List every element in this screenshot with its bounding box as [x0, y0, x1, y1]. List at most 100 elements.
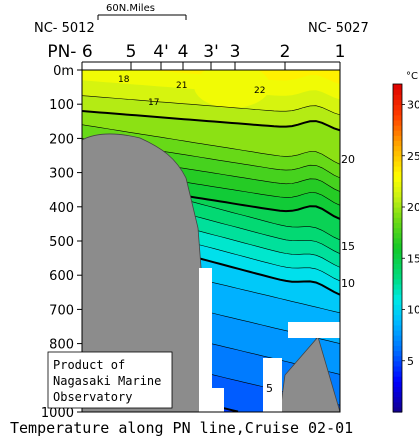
y-tick-label-0: 0m — [53, 64, 74, 79]
contour-label-22: 22 — [254, 86, 265, 96]
colorbar-step-28 — [393, 263, 402, 270]
contour-label-15: 15 — [341, 240, 355, 253]
colorbar-step-20 — [393, 304, 402, 311]
isotherm-21 — [82, 95, 340, 116]
y-tick-label-1000: 1000 — [41, 406, 74, 421]
colorbar-step-42 — [393, 191, 402, 198]
colorbar-step-59 — [393, 104, 402, 111]
colorbar-step-52 — [393, 140, 402, 147]
colorbar-step-3 — [393, 391, 402, 398]
contour-label-10: 10 — [341, 277, 355, 290]
colorbar-step-35 — [393, 227, 402, 234]
colorbar-step-6 — [393, 376, 402, 382]
colorbar-step-57 — [393, 114, 402, 121]
colorbar-step-27 — [393, 268, 402, 275]
colorbar-step-47 — [393, 166, 402, 172]
credit-line-1: Product of — [53, 358, 125, 372]
colorbar-label-5: 5 — [407, 355, 414, 368]
no-data-gap-4 — [288, 322, 340, 338]
colorbar-step-36 — [393, 222, 402, 229]
colorbar-step-44 — [393, 181, 402, 188]
station-label-1: 5 — [126, 42, 137, 62]
colorbar-step-62 — [393, 89, 402, 95]
colorbar-label-10: 10 — [407, 304, 419, 317]
station-label-6: 2 — [280, 42, 291, 62]
colorbar-step-39 — [393, 207, 402, 213]
colorbar-step-11 — [393, 350, 402, 357]
colorbar-step-4 — [393, 386, 402, 393]
colorbar-step-54 — [393, 130, 402, 136]
y-tick-label-100: 100 — [49, 98, 74, 113]
shelf-slope — [82, 133, 213, 412]
colorbar-step-23 — [393, 289, 402, 295]
colorbar-step-48 — [393, 160, 402, 167]
credit-box: Product of Nagasaki Marine Observatory — [47, 351, 173, 409]
no-data-regions — [199, 268, 340, 412]
isotherm-19 — [82, 124, 340, 165]
colorbar-step-25 — [393, 278, 402, 285]
station-label-7: 1 — [335, 42, 346, 62]
no-data-gap-1 — [199, 268, 212, 412]
colorbar-step-32 — [393, 242, 402, 249]
colorbar-step-41 — [393, 196, 402, 203]
colorbar-step-12 — [393, 345, 402, 352]
colorbar-step-49 — [393, 155, 402, 162]
colorbar-step-55 — [393, 125, 402, 131]
station-label-5: 3 — [230, 42, 241, 62]
colorbar-step-40 — [393, 201, 402, 208]
y-tick-label-700: 700 — [49, 303, 74, 318]
contour-label-5: 5 — [266, 382, 273, 395]
colorbar-step-61 — [393, 94, 402, 100]
colorbar-step-37 — [393, 217, 402, 223]
colorbar-step-26 — [393, 273, 402, 280]
scale-bar: 60N.Miles — [97, 3, 187, 20]
colorbar-step-60 — [393, 99, 402, 106]
contour-label-21: 21 — [176, 81, 187, 91]
contour-label-20: 20 — [341, 153, 355, 166]
colorbar-step-13 — [393, 340, 402, 346]
colorbar-step-38 — [393, 212, 402, 218]
colorbar-step-22 — [393, 294, 402, 300]
colorbar-step-33 — [393, 237, 402, 244]
colorbar-label-30: 30 — [407, 99, 419, 112]
colorbar-step-46 — [393, 171, 402, 177]
colorbar-step-53 — [393, 135, 402, 141]
colorbar-step-14 — [393, 335, 402, 341]
credit-line-2: Nagasaki Marine — [53, 374, 161, 388]
y-tick-label-400: 400 — [49, 201, 74, 216]
colorbar-step-21 — [393, 299, 402, 305]
colorbar-step-5 — [393, 381, 402, 387]
seafloor-topography — [82, 133, 340, 412]
colorbar-step-8 — [393, 365, 402, 372]
colorbar-step-18 — [393, 314, 402, 321]
colorbar: 5 10 15 20 25 30 — [392, 83, 419, 413]
colorbar-step-34 — [393, 232, 402, 239]
colorbar-step-9 — [393, 360, 402, 367]
colorbar-unit: °C — [406, 71, 418, 82]
colorbar-step-31 — [393, 248, 402, 254]
station-axis: PN- 6 5 4' 4 3' 3 2 1 — [47, 42, 345, 70]
colorbar-step-30 — [393, 253, 402, 259]
station-id-left: NC- 5012 — [34, 21, 95, 36]
colorbar-step-58 — [393, 109, 402, 116]
temp-band-23 — [82, 70, 340, 85]
colorbar-step-16 — [393, 324, 402, 331]
station-label-3: 4 — [178, 42, 189, 62]
contour-label-17: 17 — [148, 98, 159, 108]
y-tick-label-200: 200 — [49, 132, 74, 147]
y-tick-label-800: 800 — [49, 338, 74, 353]
colorbar-step-45 — [393, 176, 402, 182]
y-tick-label-500: 500 — [49, 235, 74, 250]
colorbar-step-56 — [393, 119, 402, 126]
colorbar-step-7 — [393, 371, 402, 377]
colorbar-step-50 — [393, 150, 402, 157]
y-tick-label-300: 300 — [49, 167, 74, 182]
station-id-right: NC- 5027 — [308, 21, 369, 36]
scale-bar-label: 60N.Miles — [106, 3, 155, 14]
colorbar-step-10 — [393, 355, 402, 362]
y-tick-label-600: 600 — [49, 269, 74, 284]
colorbar-step-15 — [393, 330, 402, 336]
colorbar-frame — [392, 83, 403, 413]
contour-labels: 22 21 18 17 20 15 10 5 — [118, 75, 355, 395]
colorbar-step-17 — [393, 319, 402, 326]
